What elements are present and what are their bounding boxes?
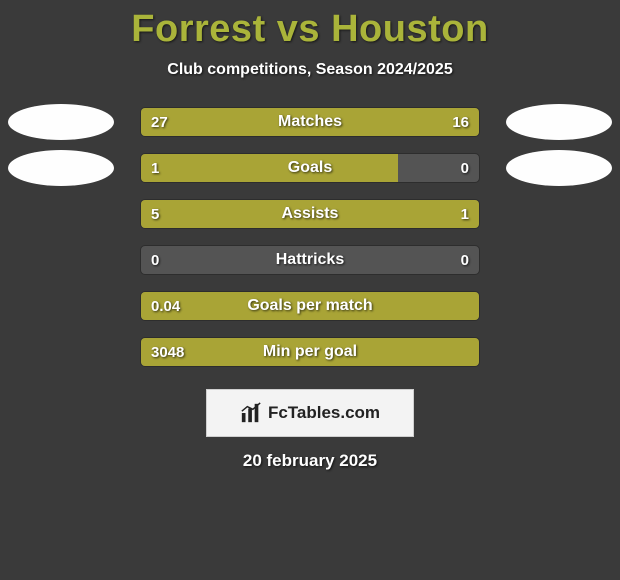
page-title: Forrest vs Houston (0, 8, 620, 51)
stat-bar: 51Assists (140, 199, 480, 229)
bar-segment-right (411, 200, 479, 228)
stat-row: 0 0Hattricks (0, 245, 620, 275)
club-icon-right (506, 150, 612, 186)
stat-row: 10Goals (0, 153, 620, 183)
club-icon-right (506, 104, 612, 140)
stat-bar: 0 0Hattricks (140, 245, 480, 275)
bar-segment-left (141, 292, 479, 320)
stat-value-right: 0 (451, 246, 479, 274)
stat-value-left: 0 (141, 246, 169, 274)
bar-segment-left (141, 108, 351, 136)
stat-label: Hattricks (141, 246, 479, 274)
stat-row: 51Assists (0, 199, 620, 229)
club-icon-left (8, 104, 114, 140)
subtitle: Club competitions, Season 2024/2025 (0, 61, 620, 79)
chart-icon (240, 402, 262, 424)
bar-segment-left (141, 154, 398, 182)
stat-value-right: 0 (451, 154, 479, 182)
bar-segment-left (141, 338, 479, 366)
bar-segment-left (141, 200, 411, 228)
stat-bar: 3048Min per goal (140, 337, 480, 367)
date-text: 20 february 2025 (0, 451, 620, 471)
stat-bar: 0.04Goals per match (140, 291, 480, 321)
brand-text: FcTables.com (268, 403, 380, 423)
club-icon-left (8, 150, 114, 186)
brand-badge: FcTables.com (206, 389, 414, 437)
stat-row: 3048Min per goal (0, 337, 620, 367)
stat-bar: 10Goals (140, 153, 480, 183)
stats-rows: 2716Matches10Goals51Assists00Hattricks0.… (0, 107, 620, 367)
comparison-card: Forrest vs Houston Club competitions, Se… (0, 0, 620, 580)
stat-row: 0.04Goals per match (0, 291, 620, 321)
stat-row: 2716Matches (0, 107, 620, 137)
stat-bar: 2716Matches (140, 107, 480, 137)
bar-segment-right (351, 108, 479, 136)
